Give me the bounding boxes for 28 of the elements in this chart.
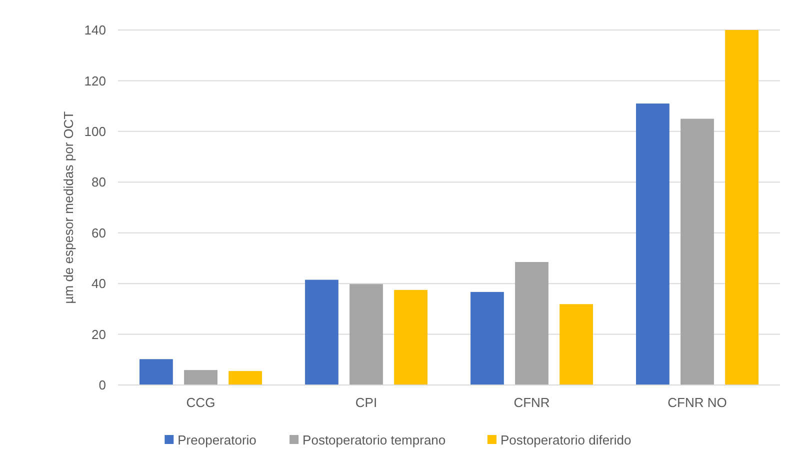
- bar: [680, 118, 714, 385]
- y-tick-label: 140: [84, 22, 106, 38]
- y-tick-label: 40: [92, 276, 106, 292]
- legend-label: Postoperatorio diferido: [500, 432, 632, 448]
- x-tick-label: CFNR NO: [668, 395, 727, 410]
- y-tick-label: 20: [92, 326, 106, 342]
- bar: [228, 371, 262, 385]
- bar: [725, 30, 758, 385]
- y-tick-label: 120: [84, 73, 106, 88]
- bar: [515, 262, 548, 385]
- y-tick-label: 100: [84, 124, 106, 139]
- x-tick-label: CPI: [355, 395, 378, 410]
- y-axis-title: µm de espesor medidas por OCT: [61, 111, 76, 304]
- y-tick-label: 0: [98, 378, 106, 393]
- legend-label: Preoperatorio: [178, 432, 256, 448]
- x-tick-label: CFNR: [514, 395, 550, 410]
- bar: [560, 304, 593, 385]
- y-tick-label: 80: [92, 174, 106, 190]
- bar: [184, 370, 218, 385]
- bar: [636, 104, 670, 385]
- y-tick-label: 60: [92, 225, 106, 240]
- bar: [350, 284, 383, 385]
- bar: [140, 359, 173, 385]
- bar: [305, 280, 338, 385]
- bar: [470, 292, 504, 385]
- bar: [394, 290, 428, 385]
- legend-label: Postoperatorio temprano: [302, 432, 446, 448]
- x-tick-label: CCG: [186, 395, 216, 410]
